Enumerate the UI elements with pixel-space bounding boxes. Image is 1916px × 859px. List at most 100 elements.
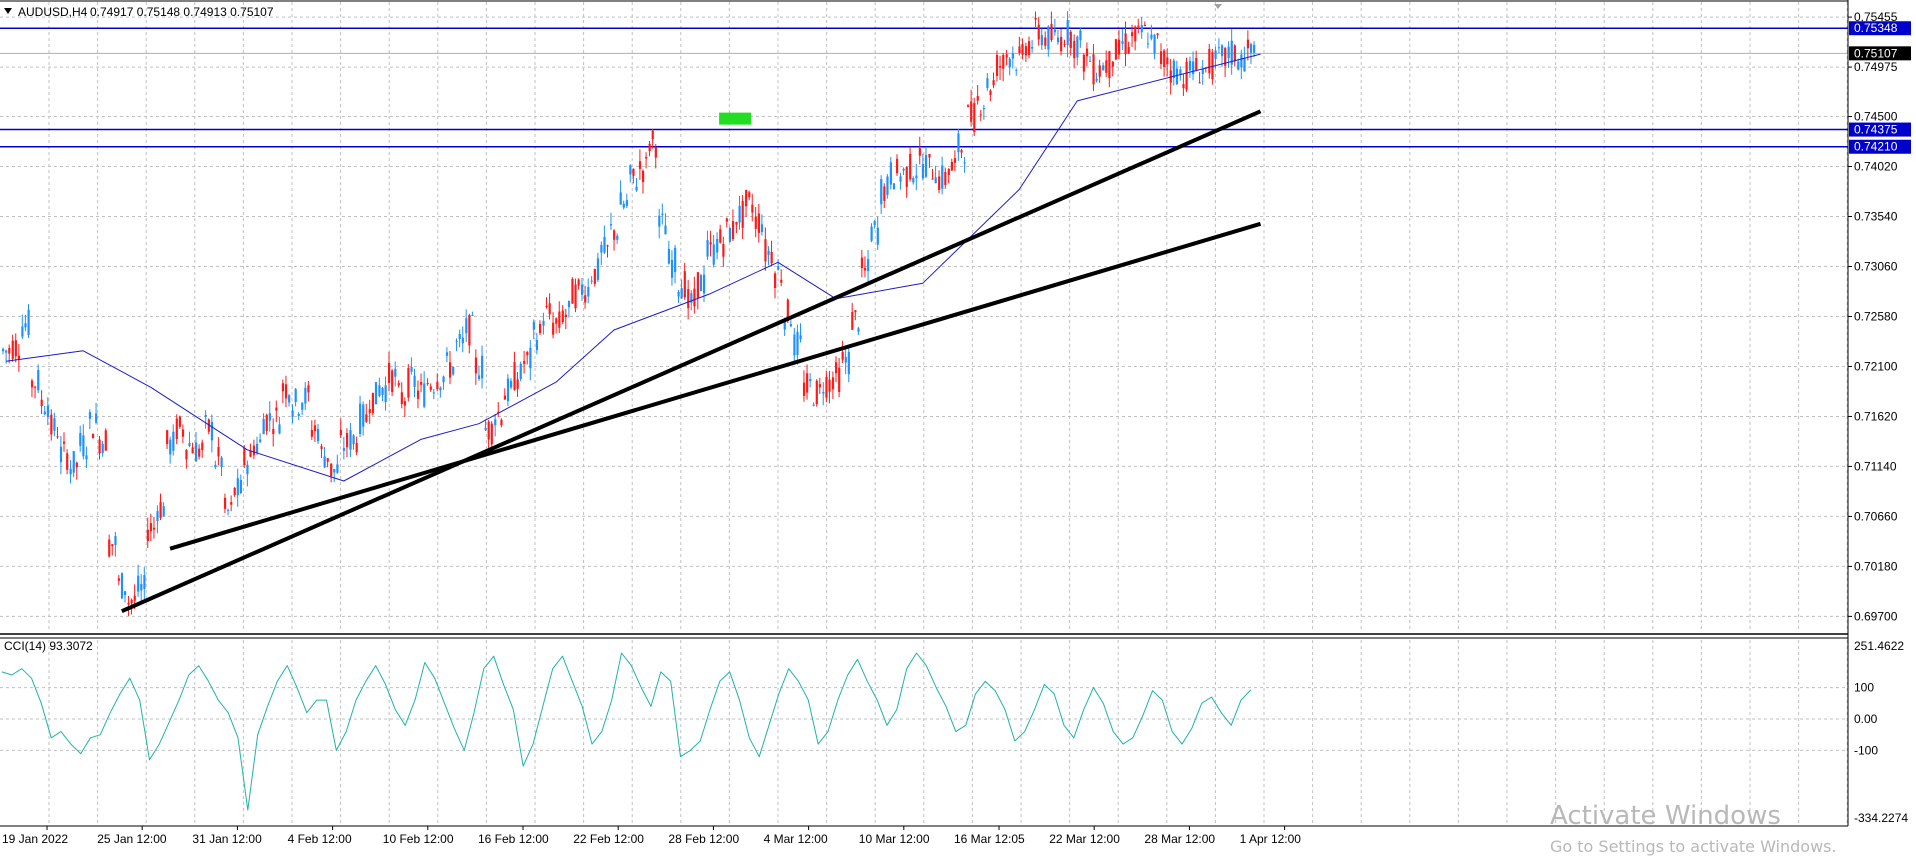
- trend-line[interactable]: [120, 109, 1262, 614]
- candle-body: [622, 203, 625, 208]
- price-tick-label: 0.72100: [1854, 359, 1898, 373]
- candle-body: [1011, 53, 1014, 59]
- candle-body: [490, 423, 493, 445]
- candle-body: [1172, 60, 1175, 79]
- candle-body: [645, 156, 648, 159]
- candle-body: [432, 392, 435, 394]
- candle-body: [677, 291, 680, 297]
- candle-body: [484, 427, 487, 430]
- candle-body: [1015, 69, 1018, 71]
- time-tick-label: 19 Jan 2022: [2, 832, 68, 846]
- cci-tick-label: 251.4622: [1854, 639, 1904, 653]
- candle-body: [712, 244, 715, 265]
- candle-body: [291, 410, 294, 417]
- candle-body: [812, 404, 815, 406]
- candle-body: [719, 229, 722, 243]
- price-tick-label: 0.73540: [1854, 210, 1898, 224]
- candle-body: [101, 443, 104, 453]
- time-tick-label: 4 Mar 12:00: [764, 832, 828, 846]
- candle-body: [754, 216, 757, 229]
- candle-body: [854, 310, 857, 313]
- candle-body: [523, 360, 526, 364]
- watermark-subtitle: Go to Settings to activate Windows.: [1550, 837, 1837, 856]
- level-price-label: 0.74210: [1854, 140, 1898, 154]
- candle-body: [236, 478, 239, 496]
- candle-body: [941, 165, 944, 189]
- level-price-tag: [1849, 139, 1911, 154]
- candle-body: [619, 192, 622, 205]
- candle-body: [1082, 54, 1085, 72]
- candle-body: [1150, 34, 1153, 39]
- candle-body: [384, 385, 387, 402]
- candle-body: [1208, 48, 1211, 74]
- cci-indicator-pane[interactable]: [0, 640, 1848, 824]
- candle-body: [774, 273, 777, 289]
- candle-body: [606, 245, 609, 247]
- candle-body: [345, 433, 349, 448]
- trend-lines[interactable]: [120, 109, 1262, 614]
- cci-tick-label: 100: [1854, 681, 1874, 695]
- candlesticks: [2, 11, 1256, 616]
- candle-body: [21, 326, 24, 337]
- time-tick-label: 16 Mar 12:05: [954, 832, 1025, 846]
- level-price-label: 0.75348: [1854, 21, 1898, 35]
- candle-body: [886, 176, 889, 196]
- candle-body: [391, 370, 394, 393]
- candle-body: [571, 278, 574, 304]
- candle-body: [117, 578, 120, 581]
- candle-body: [835, 362, 838, 374]
- candle-body: [584, 295, 587, 303]
- time-tick-label: 25 Jan 12:00: [97, 832, 167, 846]
- candle-body: [738, 205, 741, 223]
- candle-body: [1237, 61, 1240, 70]
- candle-body: [548, 303, 551, 315]
- candle-body: [629, 165, 632, 175]
- main-price-pane[interactable]: [0, 2, 1848, 632]
- signal-marker: [719, 112, 752, 125]
- candle-body: [1018, 46, 1021, 53]
- candle-body: [468, 315, 471, 346]
- candle-body: [1121, 41, 1124, 44]
- candle-body: [98, 439, 101, 454]
- candle-body: [989, 90, 992, 95]
- candle-body: [272, 428, 275, 435]
- candle-body: [674, 247, 677, 273]
- candle-body: [439, 387, 442, 391]
- candle-body: [632, 168, 635, 176]
- candle-body: [1143, 24, 1146, 27]
- pane-frames: [0, 0, 1849, 827]
- candle-body: [230, 502, 233, 505]
- candle-body: [69, 468, 72, 475]
- candle-body: [1146, 43, 1150, 45]
- candle-body: [825, 376, 828, 398]
- candle-body: [284, 384, 288, 399]
- level-price-tag: [1849, 21, 1911, 36]
- candle-body: [1031, 46, 1034, 49]
- candle-body: [252, 445, 256, 456]
- candle-body: [892, 183, 896, 190]
- candle-body: [793, 334, 796, 356]
- candle-body: [268, 413, 271, 421]
- candle-body: [564, 314, 567, 318]
- candle-body: [34, 386, 37, 388]
- candle-body: [243, 448, 246, 466]
- price-tick-label: 0.72580: [1854, 309, 1898, 323]
- candle-body: [410, 366, 413, 372]
- candle-body: [1066, 20, 1069, 45]
- candle-body: [748, 192, 751, 198]
- candle-body: [297, 414, 300, 416]
- candle-body: [979, 114, 982, 116]
- candle-body: [709, 242, 712, 245]
- candle-body: [1127, 46, 1130, 54]
- candle-body: [648, 143, 651, 152]
- candle-body: [191, 447, 194, 454]
- candle-body: [452, 366, 455, 375]
- candle-body: [301, 403, 304, 410]
- candle-body: [195, 442, 198, 462]
- candle-body: [413, 375, 416, 387]
- horizontal-levels[interactable]: [0, 27, 1848, 148]
- candle-body: [371, 392, 374, 414]
- trend-line[interactable]: [169, 221, 1262, 551]
- triangle-down-icon[interactable]: [4, 8, 12, 14]
